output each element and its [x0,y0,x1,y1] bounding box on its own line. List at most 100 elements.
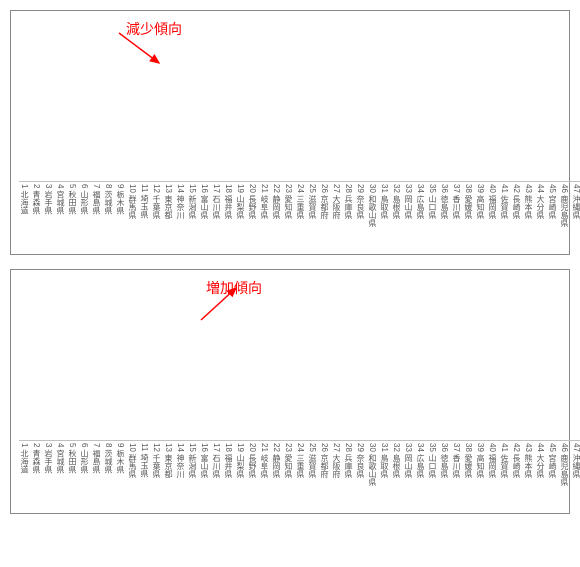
x-axis-label: 39 高知県 [475,441,486,509]
x-axis-label: 40 福岡県 [487,441,498,509]
x-axis-label: 21 岐阜県 [259,182,270,250]
x-axis-label: 8 茨城県 [103,441,114,509]
x-axis-label: 24 三重県 [295,441,306,509]
x-axis-label: 12 千葉県 [151,182,162,250]
x-axis-label: 27 大阪府 [331,441,342,509]
x-axis-label: 44 大分県 [535,441,546,509]
x-axis-label: 32 島根県 [391,441,402,509]
x-axis-label: 33 岡山県 [403,441,414,509]
x-axis-label: 38 愛媛県 [463,441,474,509]
x-axis-label: 14 神奈川 [175,182,186,250]
x-axis-label: 13 東京都 [163,441,174,509]
x-axis-label: 17 石川県 [211,441,222,509]
x-axis-label: 46 鹿児島県 [559,441,570,509]
x-axis-label: 36 徳島県 [439,441,450,509]
x-axis-label: 2 青森県 [31,441,42,509]
x-axis-label: 29 奈良県 [355,182,366,250]
x-axis-label: 28 兵庫県 [343,441,354,509]
x-axis-label: 45 宮崎県 [547,182,558,250]
x-axis-label: 26 京都府 [319,441,330,509]
x-axis-label: 45 宮崎県 [547,441,558,509]
x-axis-label: 30 和歌山県 [367,182,378,250]
bars-region-1 [19,19,580,182]
x-axis-label: 41 佐賀県 [499,441,510,509]
x-axis-label: 42 長崎県 [511,182,522,250]
x-axis-label: 6 山形県 [79,182,90,250]
bars-region-2 [19,278,580,441]
x-axis-label: 40 福岡県 [487,182,498,250]
chart-panel-1: 減少傾向 1 北海道2 青森県3 岩手県4 宮城県5 秋田県6 山形県7 福島県… [10,10,570,255]
x-axis-label: 47 沖縄県 [571,182,580,250]
x-axis-label: 17 石川県 [211,182,222,250]
x-axis-label: 3 岩手県 [43,441,54,509]
x-axis-label: 46 鹿児島県 [559,182,570,250]
x-axis-label: 13 東京都 [163,182,174,250]
x-axis-label: 32 島根県 [391,182,402,250]
x-axis-label: 3 岩手県 [43,182,54,250]
x-axis-label: 20 長野県 [247,182,258,250]
x-axis-label: 18 福井県 [223,182,234,250]
x-axis-label: 42 長崎県 [511,441,522,509]
x-axis-label: 14 神奈川 [175,441,186,509]
plot-area-1: 1 北海道2 青森県3 岩手県4 宮城県5 秋田県6 山形県7 福島県8 茨城県… [19,19,580,250]
x-axis-label: 41 佐賀県 [499,182,510,250]
x-axis-label: 34 広島県 [415,441,426,509]
x-axis-label: 19 山梨県 [235,182,246,250]
x-axis-label: 8 茨城県 [103,182,114,250]
x-axis-label: 5 秋田県 [67,182,78,250]
plot-area-2: 1 北海道2 青森県3 岩手県4 宮城県5 秋田県6 山形県7 福島県8 茨城県… [19,278,580,509]
x-axis-label: 34 広島県 [415,182,426,250]
x-axis-label: 6 山形県 [79,441,90,509]
x-axis-label: 26 京都府 [319,182,330,250]
x-axis-2: 1 北海道2 青森県3 岩手県4 宮城県5 秋田県6 山形県7 福島県8 茨城県… [19,441,580,509]
x-axis-label: 15 新潟県 [187,182,198,250]
x-axis-label: 4 宮城県 [55,441,66,509]
x-axis-label: 11 埼玉県 [139,441,150,509]
chart-panel-2: 増加傾向 1 北海道2 青森県3 岩手県4 宮城県5 秋田県6 山形県7 福島県… [10,269,570,514]
x-axis-label: 23 愛知県 [283,182,294,250]
x-axis-label: 33 岡山県 [403,182,414,250]
x-axis-label: 37 香川県 [451,441,462,509]
x-axis-label: 16 富山県 [199,441,210,509]
x-axis-label: 16 富山県 [199,182,210,250]
x-axis-label: 25 滋賀県 [307,441,318,509]
x-axis-label: 31 鳥取県 [379,182,390,250]
x-axis-label: 35 山口県 [427,441,438,509]
x-axis-label: 12 千葉県 [151,441,162,509]
x-axis-label: 25 滋賀県 [307,182,318,250]
x-axis-label: 4 宮城県 [55,182,66,250]
x-axis-label: 28 兵庫県 [343,182,354,250]
x-axis-label: 27 大阪府 [331,182,342,250]
x-axis-label: 47 沖縄県 [571,441,580,509]
x-axis-label: 43 熊本県 [523,182,534,250]
x-axis-label: 22 静岡県 [271,441,282,509]
x-axis-label: 20 長野県 [247,441,258,509]
x-axis-label: 15 新潟県 [187,441,198,509]
x-axis-label: 23 愛知県 [283,441,294,509]
x-axis-label: 35 山口県 [427,182,438,250]
x-axis-label: 1 北海道 [19,182,30,250]
x-axis-label: 38 愛媛県 [463,182,474,250]
x-axis-1: 1 北海道2 青森県3 岩手県4 宮城県5 秋田県6 山形県7 福島県8 茨城県… [19,182,580,250]
x-axis-label: 5 秋田県 [67,441,78,509]
x-axis-label: 19 山梨県 [235,441,246,509]
x-axis-label: 11 埼玉県 [139,182,150,250]
x-axis-label: 22 静岡県 [271,182,282,250]
x-axis-label: 36 徳島県 [439,182,450,250]
x-axis-label: 29 奈良県 [355,441,366,509]
x-axis-label: 43 熊本県 [523,441,534,509]
x-axis-label: 7 福島県 [91,441,102,509]
x-axis-label: 1 北海道 [19,441,30,509]
x-axis-label: 9 栃木県 [115,182,126,250]
x-axis-label: 18 福井県 [223,441,234,509]
x-axis-label: 44 大分県 [535,182,546,250]
x-axis-label: 2 青森県 [31,182,42,250]
x-axis-label: 10 群馬県 [127,182,138,250]
x-axis-label: 21 岐阜県 [259,441,270,509]
x-axis-label: 39 高知県 [475,182,486,250]
x-axis-label: 30 和歌山県 [367,441,378,509]
x-axis-label: 10 群馬県 [127,441,138,509]
x-axis-label: 31 鳥取県 [379,441,390,509]
x-axis-label: 24 三重県 [295,182,306,250]
x-axis-label: 9 栃木県 [115,441,126,509]
